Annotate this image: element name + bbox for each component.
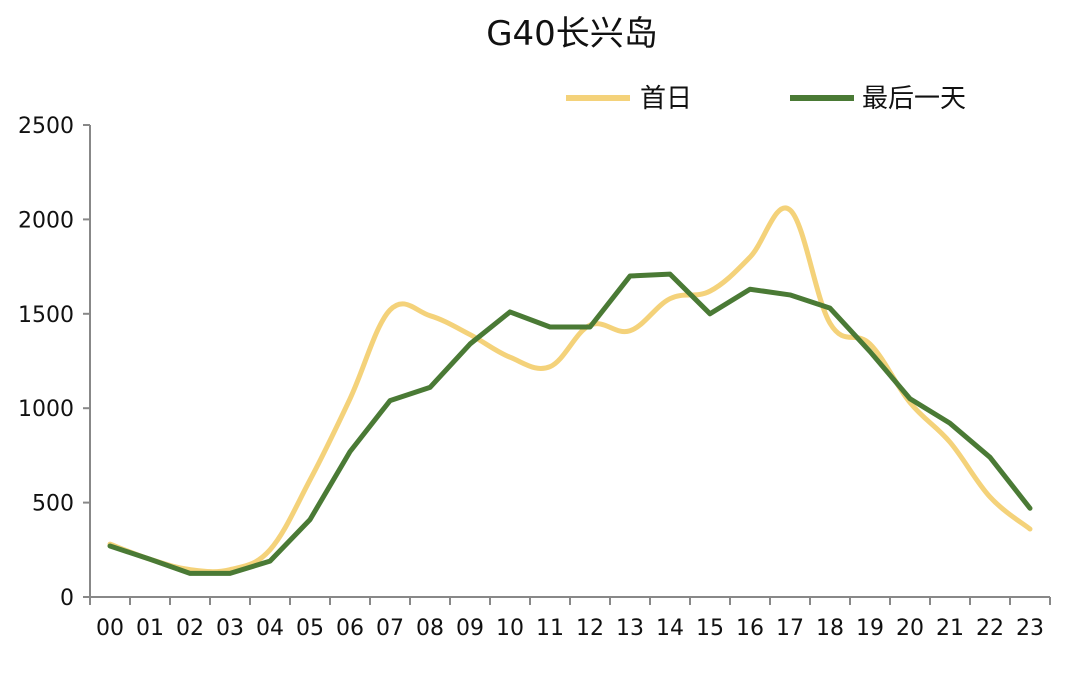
x-tick-label: 00	[96, 616, 124, 641]
x-axis: 00 01 02 03 04 05 06 07 08 09 10 11 12 13 14 15 16 17 18 19…	[89, 596, 1051, 641]
x-tick-label: 19	[856, 616, 884, 641]
legend-label-last-day: 最后一天	[862, 84, 966, 114]
x-tick-label: 17	[776, 616, 804, 641]
x-tick-label: 23	[1016, 616, 1044, 641]
x-tick-label: 03	[216, 616, 244, 641]
y-axis: 0 500 1000 1500 2000 2500	[18, 114, 91, 611]
chart-title: G40长兴岛	[486, 14, 658, 54]
x-tick-label: 18	[816, 616, 844, 641]
x-tick-label: 20	[896, 616, 924, 641]
y-tick-label: 500	[32, 492, 74, 517]
x-tick-label: 22	[976, 616, 1004, 641]
x-tick-label: 01	[136, 616, 164, 641]
x-tick-label: 06	[336, 616, 364, 641]
series-line-first-day	[107, 205, 1033, 575]
x-tick-label: 10	[496, 616, 524, 641]
y-tick-label: 0	[60, 586, 74, 611]
y-tick-label: 1000	[18, 397, 74, 422]
y-tick-label: 1500	[18, 303, 74, 328]
x-tick-label: 11	[536, 616, 564, 641]
x-tick-label: 02	[176, 616, 204, 641]
y-tick-label: 2000	[18, 208, 74, 233]
x-tick-label: 14	[656, 616, 684, 641]
x-tick-label: 13	[616, 616, 644, 641]
legend-label-first-day: 首日	[640, 84, 692, 114]
x-tick-label: 04	[256, 616, 284, 641]
x-tick-label: 15	[696, 616, 724, 641]
x-tick-label: 08	[416, 616, 444, 641]
x-tick-label: 07	[376, 616, 404, 641]
legend: 首日 最后一天	[566, 84, 966, 114]
x-tick-label: 12	[576, 616, 604, 641]
series-layer	[107, 205, 1033, 576]
x-tick-label: 09	[456, 616, 484, 641]
x-tick-label: 16	[736, 616, 764, 641]
y-tick-label: 2500	[18, 114, 74, 139]
series-line-last-day	[107, 271, 1033, 576]
x-tick-label: 21	[936, 616, 964, 641]
x-tick-label: 05	[296, 616, 324, 641]
